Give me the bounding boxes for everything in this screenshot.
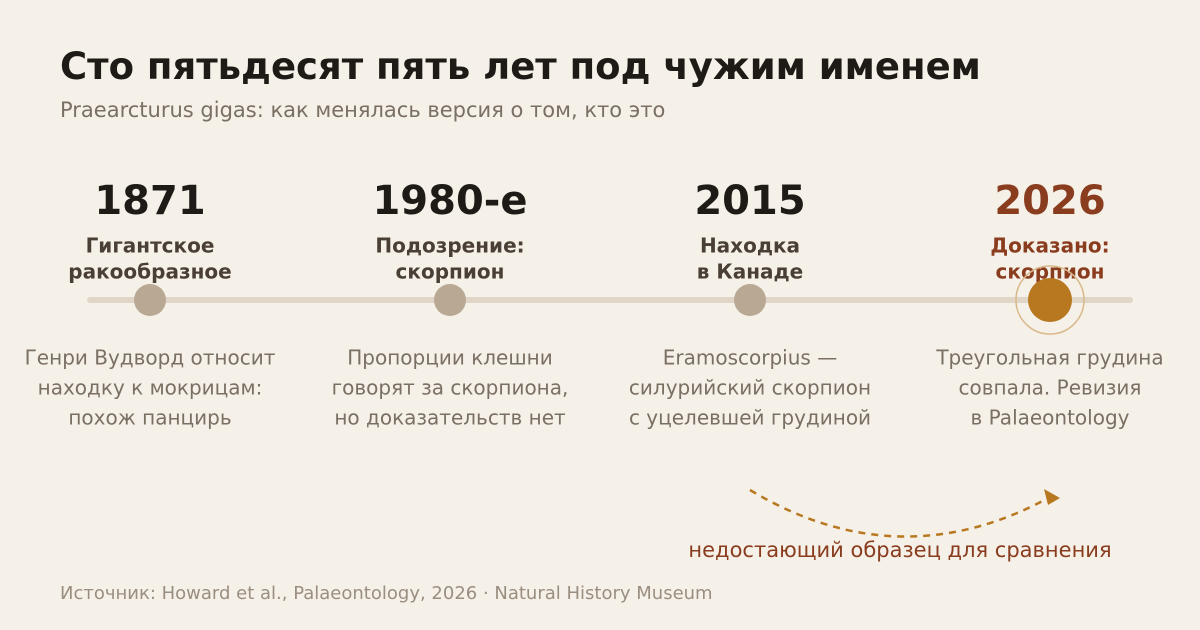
- event-heading: Находка: [700, 234, 800, 258]
- event-heading: Гигантское: [86, 234, 215, 258]
- arrow: [749, 488, 1053, 538]
- event-year: 2015: [694, 178, 805, 224]
- event-text: находку к мокрицам:: [38, 376, 263, 400]
- event-heading: Доказано:: [990, 234, 1109, 258]
- event-heading: в Канаде: [697, 260, 804, 284]
- footer: Источник: Howard et al., Palaeontology, …: [60, 583, 713, 604]
- event-text: но доказательств нет: [334, 406, 566, 430]
- event-text: силурийский скорпион: [629, 376, 871, 400]
- event-text: Генри Вудворд относит: [25, 346, 276, 370]
- dot: [1028, 278, 1072, 322]
- arrow-head: [1044, 489, 1060, 505]
- event: 1980-е Подозрение:скорпион Пропорции клешн…: [332, 178, 569, 430]
- event-text: похож панцирь: [68, 406, 231, 430]
- event-heading: ракообразное: [68, 260, 231, 284]
- event-text: совпала. Ревизия: [959, 376, 1142, 400]
- event-text: Eramoscorpius —: [663, 346, 837, 370]
- event-text: с уцелевшей грудиной: [629, 406, 871, 430]
- event-year: 1980-е: [372, 178, 527, 224]
- dot: [434, 284, 466, 316]
- dot-ring: [1015, 265, 1085, 335]
- event-heading: Подозрение:: [375, 234, 524, 258]
- event-text: в Palaeontology: [971, 406, 1130, 430]
- event-text: Треугольная грудина: [935, 346, 1163, 370]
- dot: [134, 284, 166, 316]
- event-year: 1871: [94, 178, 205, 224]
- event-heading: скорпион: [396, 260, 505, 284]
- annotation: недостающий образец для сравнения: [688, 538, 1111, 562]
- event-year: 2026: [994, 178, 1105, 224]
- dot: [734, 284, 766, 316]
- title: Сто пятьдесят пять лет под чужим именем: [60, 45, 981, 88]
- event-text: говорят за скорпиона,: [332, 376, 569, 400]
- subtitle: Praearcturus gigas: как менялась версия …: [60, 98, 665, 122]
- event-text: Пропорции клешни: [347, 346, 553, 370]
